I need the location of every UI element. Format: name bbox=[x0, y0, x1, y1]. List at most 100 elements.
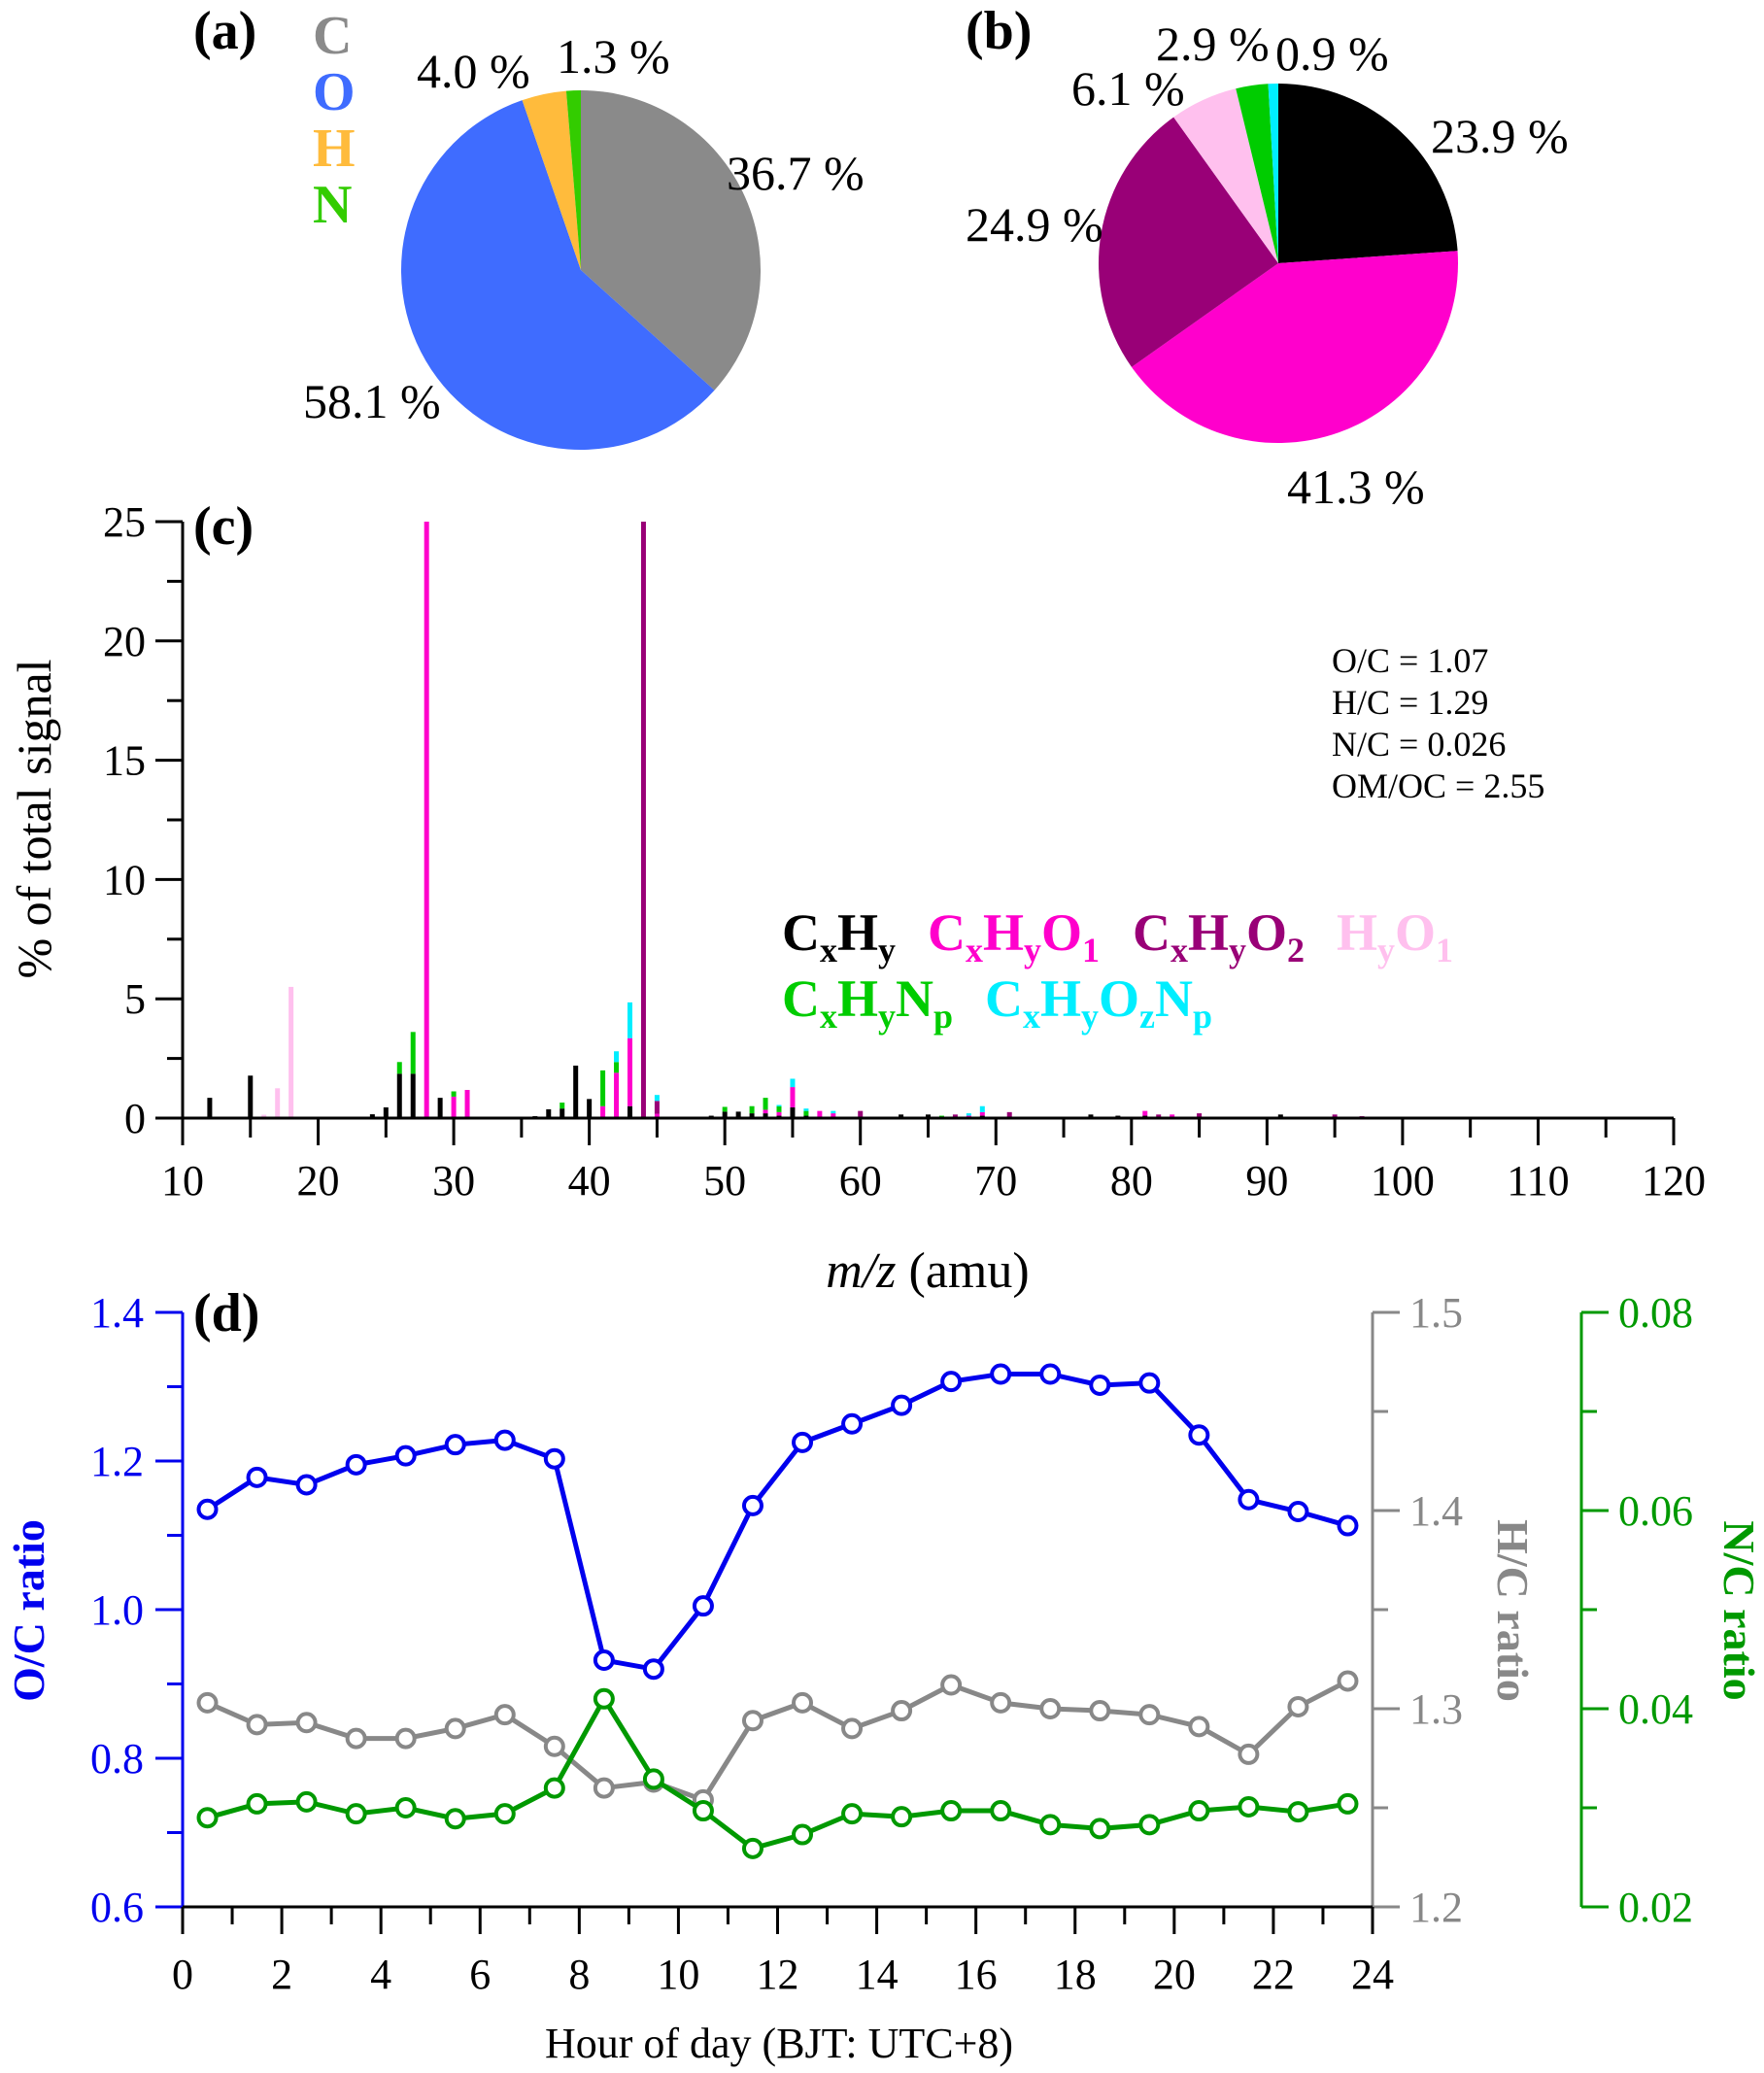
data-point-left bbox=[246, 1466, 268, 1488]
bar-mz53-CxHyNp bbox=[763, 1098, 768, 1110]
slice-label: 58.1 % bbox=[303, 374, 441, 428]
legend-N: N bbox=[313, 175, 352, 235]
legend-text-part: C bbox=[928, 903, 966, 962]
data-point-right2 bbox=[493, 1803, 516, 1825]
bar-mz53-CxHy bbox=[763, 1113, 768, 1118]
bar-mz15-CxHy bbox=[248, 1075, 254, 1118]
slice-label: 41.3 % bbox=[1287, 459, 1425, 514]
bar-mz53-CxHyO1 bbox=[763, 1109, 768, 1114]
bar-mz85-CxHyO2 bbox=[1197, 1113, 1203, 1118]
data-point-right1 bbox=[1089, 1700, 1111, 1722]
panel-b-pie: (b) 23.9 % 41.3 % 24.9 % 6.1 %2.9 % 0.9 % bbox=[966, 1, 1569, 514]
bar-mz67-CxHyO2 bbox=[952, 1114, 958, 1118]
ratio-annotation: H/C = 1.29 bbox=[1332, 683, 1488, 722]
legend-CxHyO1: CxHyO1 bbox=[928, 903, 1100, 969]
legend-HyO1: HyO1 bbox=[1337, 903, 1453, 969]
bar-mz50-CxHy bbox=[722, 1111, 728, 1118]
x-tick-label: 100 bbox=[1371, 1157, 1435, 1205]
slice-label: 4.0 % bbox=[417, 44, 530, 98]
panel-label: (d) bbox=[193, 1283, 259, 1343]
slice-label: 1.3 % bbox=[557, 29, 670, 84]
bar-mz24-CxHy bbox=[369, 1114, 375, 1118]
data-point-left bbox=[1089, 1374, 1111, 1396]
data-point-right2 bbox=[1188, 1800, 1210, 1822]
data-point-right1 bbox=[741, 1710, 763, 1732]
bar-mz25-CxHy bbox=[383, 1106, 389, 1118]
x-tick-label: 16 bbox=[955, 1951, 998, 1998]
legend-text-part: H bbox=[837, 969, 878, 1028]
y-tick-label-right1: 1.4 bbox=[1409, 1487, 1463, 1535]
legend-C: C bbox=[313, 6, 352, 66]
data-point-left bbox=[1188, 1424, 1210, 1446]
data-point-right2 bbox=[543, 1777, 565, 1799]
data-point-right2 bbox=[345, 1803, 367, 1825]
legend-text-part: H bbox=[837, 903, 878, 962]
bar-mz38-CxHy bbox=[560, 1108, 565, 1118]
x-tick-label: 8 bbox=[568, 1951, 590, 1998]
data-point-right2 bbox=[940, 1800, 963, 1822]
y-axis-title-right2: N/C ratio bbox=[1714, 1520, 1764, 1700]
pie-slice-CxHyOzNp bbox=[1268, 84, 1278, 263]
x-tick-label: 40 bbox=[568, 1157, 611, 1205]
data-point-right2 bbox=[593, 1687, 615, 1710]
data-point-left bbox=[493, 1429, 516, 1451]
bar-mz54-CxHyNp bbox=[776, 1105, 782, 1112]
data-point-right2 bbox=[1089, 1818, 1111, 1840]
bar-mz27-CxHyNp bbox=[410, 1032, 416, 1074]
data-point-left bbox=[394, 1444, 417, 1467]
legend-text-part: O bbox=[1246, 903, 1287, 962]
y-tick-label-right1: 1.5 bbox=[1409, 1289, 1463, 1337]
data-point-right1 bbox=[345, 1727, 367, 1750]
pie-slice-CxHyO1 bbox=[1131, 251, 1458, 443]
x-tick-label: 10 bbox=[161, 1157, 204, 1205]
bar-mz82-CxHyO2 bbox=[1156, 1114, 1162, 1118]
bar-mz16-HyO1 bbox=[261, 1114, 267, 1118]
data-point-right2 bbox=[990, 1800, 1012, 1822]
legend-text-part: O bbox=[1041, 903, 1082, 962]
data-point-right1 bbox=[543, 1735, 565, 1757]
legend-CxHy: CxHy bbox=[782, 903, 896, 969]
data-point-left bbox=[543, 1447, 565, 1470]
data-point-left bbox=[593, 1649, 615, 1672]
legend-text-part: x bbox=[1170, 931, 1188, 969]
slice-label: 23.9 % bbox=[1431, 109, 1569, 163]
panel-label: (b) bbox=[966, 1, 1032, 61]
y-tick-label-left: 1.2 bbox=[90, 1438, 144, 1485]
bar-mz43-CxHyO1 bbox=[628, 1037, 632, 1106]
bar-mz65-CxHy bbox=[926, 1114, 931, 1118]
bar-mz63-CxHy bbox=[899, 1114, 904, 1118]
bar-mz91-CxHy bbox=[1277, 1114, 1283, 1118]
data-point-left bbox=[196, 1498, 219, 1520]
data-point-right1 bbox=[196, 1691, 219, 1714]
data-point-left bbox=[792, 1431, 814, 1453]
y-tick-label-left: 0.8 bbox=[90, 1735, 144, 1783]
y-tick-label-left: 0.6 bbox=[90, 1884, 144, 1931]
data-point-right1 bbox=[891, 1700, 913, 1722]
legend-CxHyNp: CxHyNp bbox=[782, 969, 953, 1036]
data-point-right1 bbox=[1337, 1670, 1359, 1692]
bar-mz60-CxHyO2 bbox=[858, 1110, 864, 1118]
panel-label: (c) bbox=[193, 496, 254, 557]
bar-mz52-CxHy bbox=[749, 1113, 755, 1118]
bar-mz58-CxHyOzNp bbox=[831, 1110, 836, 1114]
slice-label: 24.9 % bbox=[966, 197, 1103, 252]
data-point-left bbox=[990, 1363, 1012, 1385]
x-tick-label: 4 bbox=[370, 1951, 391, 1998]
data-point-left bbox=[692, 1595, 714, 1617]
data-point-right2 bbox=[642, 1768, 664, 1790]
series-line-right1 bbox=[206, 1679, 1349, 1803]
x-tick-label: 0 bbox=[172, 1951, 193, 1998]
bar-mz31-CxHyO1 bbox=[464, 1090, 470, 1118]
bar-mz81-CxHyO1 bbox=[1142, 1110, 1148, 1116]
y-axis-title-left: O/C ratio bbox=[4, 1519, 53, 1702]
bar-mz56-CxHyOzNp bbox=[803, 1108, 809, 1111]
x-tick-label: 12 bbox=[757, 1951, 799, 1998]
bar-mz40-CxHy bbox=[587, 1099, 593, 1118]
bar-mz43-CxHyOzNp bbox=[628, 1002, 632, 1038]
legend-text-part: C bbox=[782, 969, 820, 1028]
legend-text-part: y bbox=[878, 997, 896, 1036]
y-tick-label: 15 bbox=[103, 737, 146, 785]
data-point-right2 bbox=[246, 1792, 268, 1815]
bar-mz95-CxHyO2 bbox=[1332, 1114, 1338, 1118]
